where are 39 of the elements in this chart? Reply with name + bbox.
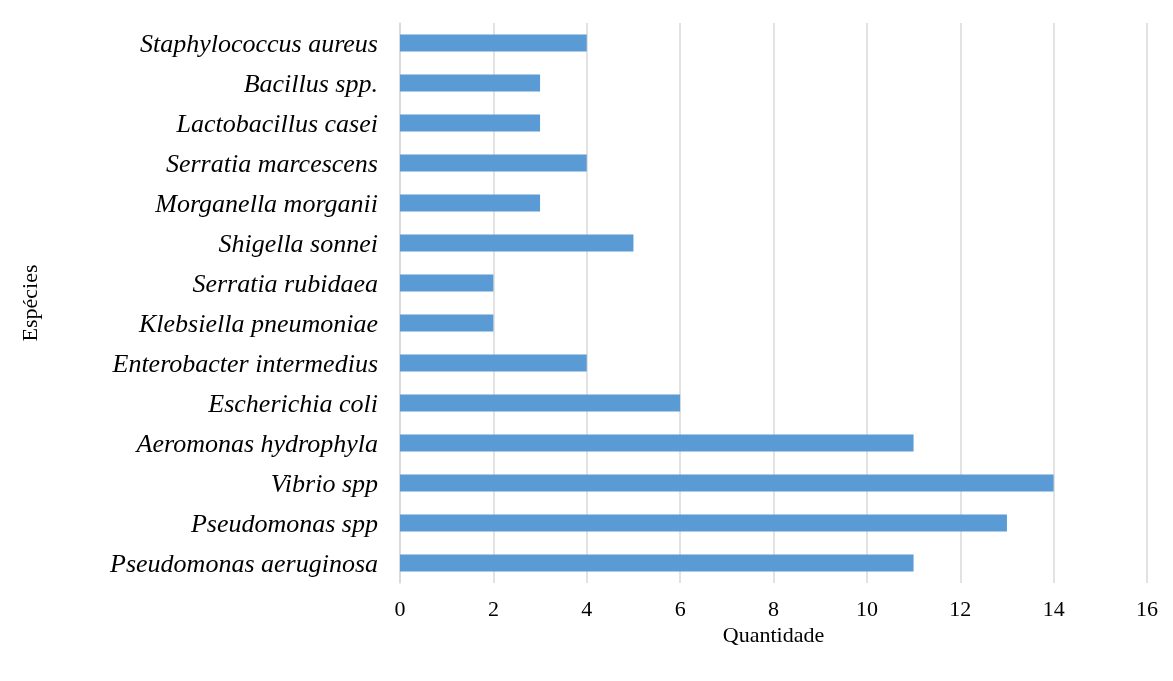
y-tick-label: Lactobacillus casei (175, 108, 378, 138)
bar (400, 514, 1007, 532)
bar (400, 34, 587, 52)
x-tick-label: 4 (581, 595, 593, 621)
y-tick-label: Pseudomonas spp (189, 508, 378, 538)
y-tick-label: Pseudomonas aeruginosa (109, 548, 378, 578)
bar (400, 74, 541, 92)
bar (400, 114, 541, 132)
x-tick-label: 16 (1136, 595, 1158, 621)
bar (400, 354, 587, 372)
x-axis-title: Quantidade (722, 622, 825, 648)
bar (400, 274, 494, 292)
x-tick-label: 2 (487, 595, 499, 621)
bar (400, 234, 634, 252)
y-tick-label: Morganella morganii (154, 188, 378, 218)
y-tick-label: Staphylococcus aureus (139, 28, 378, 58)
y-tick-label: Shigella sonnei (218, 228, 378, 258)
y-tick-label: Serratia marcescens (165, 148, 378, 178)
y-tick-label: Aeromonas hydrophyla (134, 428, 378, 458)
y-tick-label: Enterobacter intermedius (111, 348, 378, 378)
y-tick-label: Serratia rubidaea (192, 268, 378, 298)
y-tick-label: Bacillus spp. (243, 68, 378, 98)
y-tick-label: Vibrio spp (270, 468, 378, 498)
bar (400, 474, 1054, 492)
bar (400, 394, 681, 412)
bar (400, 554, 914, 572)
x-tick-label: 12 (949, 595, 972, 621)
x-tick-label: 8 (768, 595, 779, 621)
bar (400, 314, 494, 332)
bar (400, 194, 541, 212)
y-tick-label: Escherichia coli (207, 388, 378, 418)
bar (400, 154, 587, 172)
x-tick-label: 0 (394, 595, 406, 621)
y-tick-label: Klebsiella pneumoniae (137, 308, 378, 338)
x-tick-label: 6 (674, 595, 686, 621)
x-tick-label: 10 (855, 595, 878, 621)
bar (400, 434, 914, 452)
x-tick-label: 14 (1042, 595, 1065, 621)
y-axis-title: Espécies (16, 264, 42, 342)
